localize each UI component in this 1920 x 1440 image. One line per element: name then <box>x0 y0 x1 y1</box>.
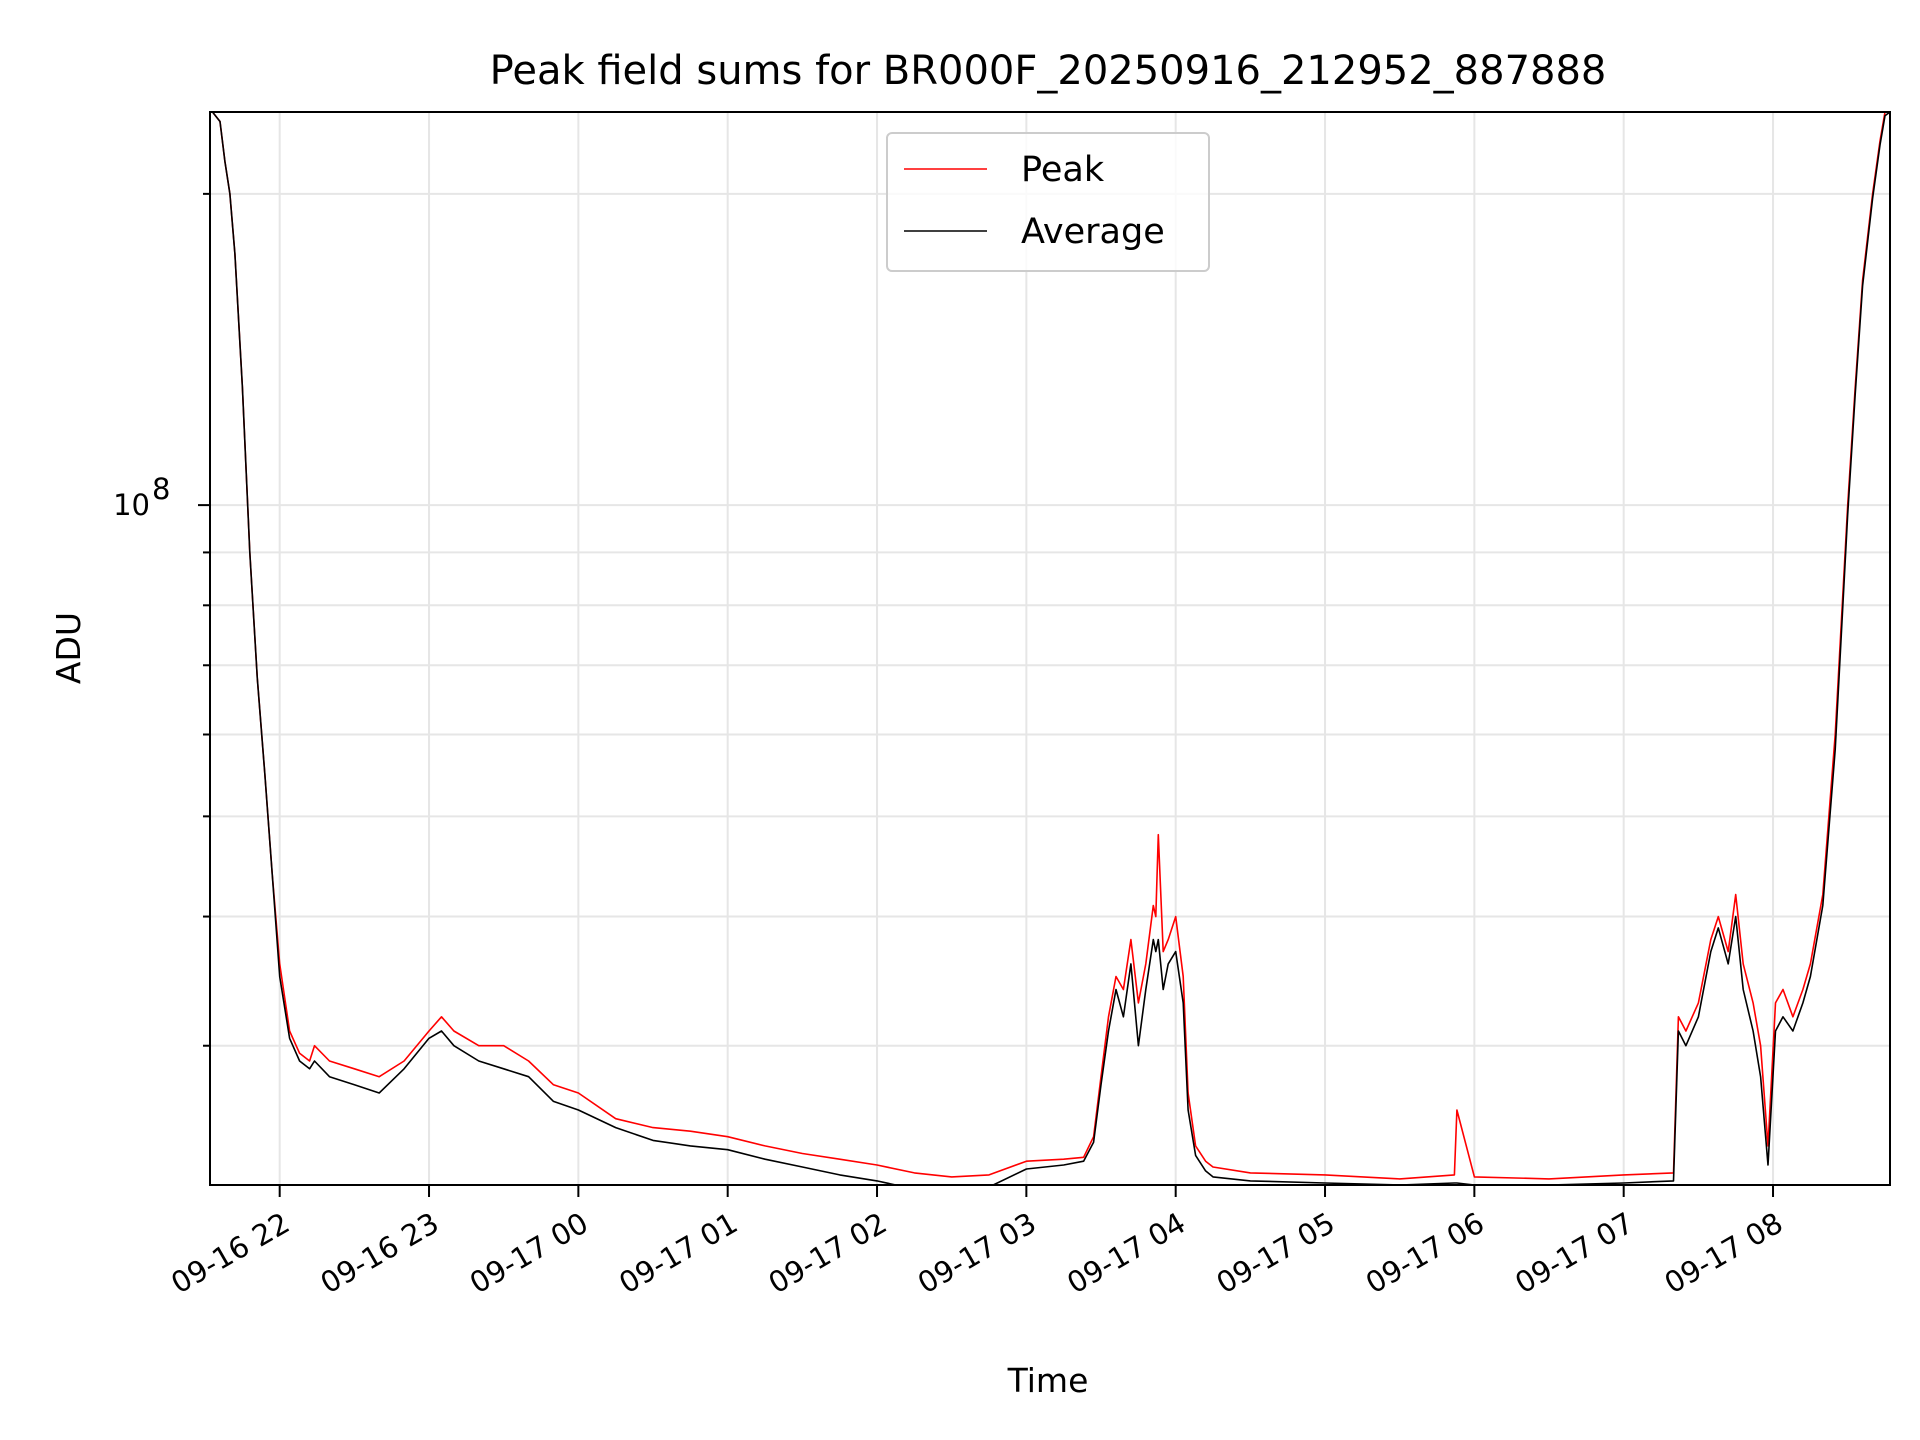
grid-layer <box>210 112 1890 1185</box>
y-tick-label: 10 <box>113 488 150 522</box>
series-line-peak <box>211 112 1890 1180</box>
legend: Peak Average <box>886 132 1210 272</box>
y-tick-exponent: 8 <box>152 472 170 506</box>
series-layer <box>211 112 1890 1185</box>
legend-label-peak: Peak <box>1021 150 1105 190</box>
y-axis-ticks: 10 8 <box>113 192 210 1047</box>
chart-title: Peak field sums for BR000F_20250916_2129… <box>490 48 1607 94</box>
y-axis-label: ADU <box>49 612 88 684</box>
plot-frame <box>209 111 1891 1186</box>
x-axis-label: Time <box>1007 1361 1089 1400</box>
series-line-average <box>211 112 1890 1185</box>
legend-box <box>886 132 1210 272</box>
legend-label-average: Average <box>1021 212 1165 252</box>
